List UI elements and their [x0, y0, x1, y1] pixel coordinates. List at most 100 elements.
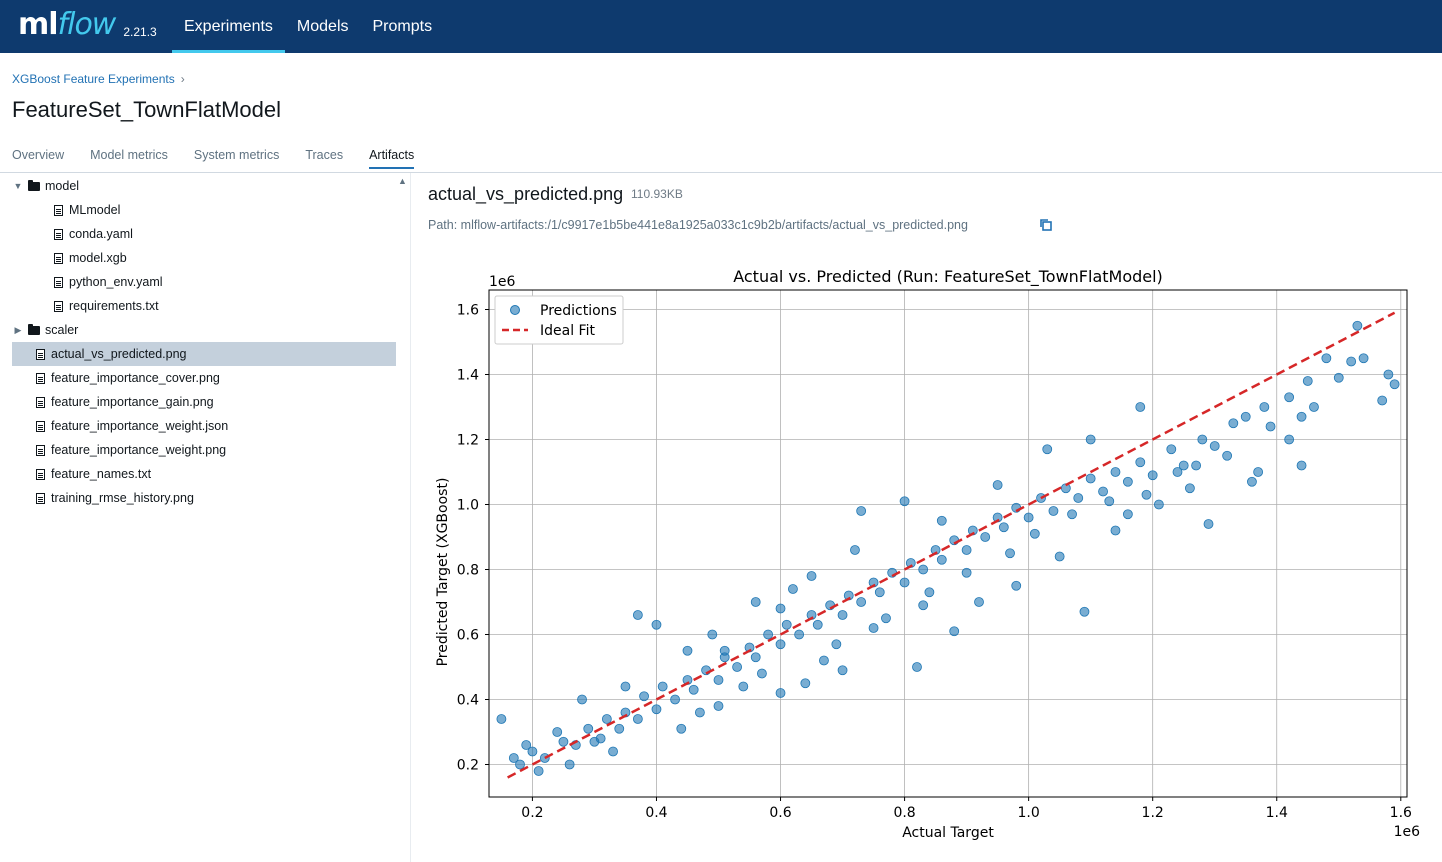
data-point	[639, 691, 649, 702]
tab-system-metrics[interactable]: System metrics	[193, 148, 280, 162]
data-point	[521, 740, 532, 750]
data-point	[1141, 489, 1152, 500]
data-point	[601, 714, 612, 724]
logo-flow-text: flow	[57, 7, 117, 42]
top-navbar: mlflow 2.21.3 Experiments Models Prompts	[0, 0, 1442, 53]
data-point	[527, 746, 538, 757]
image-file-icon	[36, 348, 45, 360]
code-file-icon	[54, 228, 63, 240]
tab-artifacts[interactable]: Artifacts	[369, 148, 415, 169]
tree-item-label: requirements.txt	[69, 299, 159, 313]
data-point	[1122, 509, 1133, 520]
data-point	[1023, 512, 1034, 523]
data-point	[1067, 509, 1077, 520]
data-point	[831, 639, 842, 650]
tree-item-label: model.xgb	[69, 251, 127, 265]
caret-down-icon[interactable]: ▼	[13, 181, 23, 191]
data-point	[1191, 460, 1202, 471]
tree-file-actual-vs-predicted[interactable]: actual_vs_predicted.png	[12, 342, 396, 366]
data-point	[775, 639, 786, 650]
data-point	[992, 480, 1003, 490]
tree-item-label: model	[45, 179, 80, 193]
data-point	[837, 665, 848, 676]
data-point	[1352, 320, 1363, 331]
y-tick-label: 0.2	[457, 758, 479, 774]
data-point	[1153, 499, 1164, 510]
data-point	[688, 684, 699, 695]
tree-file-python-env[interactable]: python_env.yaml	[12, 270, 396, 294]
tree-file-importance-cover[interactable]: feature_importance_cover.png	[12, 366, 396, 390]
data-point	[595, 733, 606, 744]
data-point	[632, 610, 643, 620]
tree-file-mlmodel[interactable]: MLmodel	[12, 198, 396, 222]
artifact-tree: ▼ model MLmodel conda.yaml model.xgb pyt…	[12, 174, 396, 510]
data-point	[1122, 476, 1133, 487]
tab-traces[interactable]: Traces	[305, 148, 344, 162]
data-point	[1309, 402, 1319, 412]
nav-models[interactable]: Models	[296, 18, 349, 35]
data-point	[1029, 528, 1040, 539]
tree-item-label: conda.yaml	[69, 227, 133, 241]
tab-model-metrics[interactable]: Model metrics	[90, 148, 168, 162]
tab-overview[interactable]: Overview	[12, 148, 65, 162]
data-point	[1135, 402, 1146, 412]
data-point	[850, 545, 860, 555]
data-point	[558, 736, 569, 747]
data-point	[1222, 450, 1233, 461]
image-file-icon	[36, 444, 45, 456]
data-point	[1172, 467, 1183, 477]
y-tick-label: 1.4	[457, 368, 479, 384]
y-tick-label: 0.8	[457, 563, 479, 579]
data-point	[812, 619, 823, 630]
image-file-icon	[36, 396, 45, 408]
data-point	[750, 597, 761, 607]
data-point	[1265, 421, 1276, 432]
tree-file-importance-weight-json[interactable]: feature_importance_weight.json	[12, 414, 396, 438]
tree-file-requirements[interactable]: requirements.txt	[12, 294, 396, 318]
chart-grid	[489, 290, 1407, 797]
artifact-path: Path: mlflow-artifacts:/1/c9917e1b5be441…	[428, 218, 968, 232]
data-point	[1321, 353, 1332, 364]
tree-file-model-xgb[interactable]: model.xgb	[12, 246, 396, 270]
tree-file-feature-names[interactable]: feature_names.txt	[12, 462, 396, 486]
tree-file-conda-yaml[interactable]: conda.yaml	[12, 222, 396, 246]
tree-file-training-rmse[interactable]: training_rmse_history.png	[12, 486, 396, 510]
file-icon	[54, 204, 63, 216]
data-point	[651, 704, 662, 715]
tree-item-label: feature_importance_weight.png	[51, 443, 227, 457]
artifact-name: actual_vs_predicted.png	[428, 184, 624, 204]
data-point	[1085, 473, 1096, 484]
panel-divider[interactable]	[410, 173, 411, 862]
y-tick-label: 1.2	[457, 433, 479, 449]
scroll-up-arrow-icon[interactable]: ▲	[398, 176, 407, 186]
tree-file-importance-gain[interactable]: feature_importance_gain.png	[12, 390, 396, 414]
legend-predictions-label: Predictions	[540, 303, 617, 319]
data-point	[1209, 441, 1220, 451]
legend-ideal-label: Ideal Fit	[540, 323, 595, 339]
data-point	[713, 701, 724, 711]
data-point	[750, 652, 761, 663]
tree-folder-scaler[interactable]: ▶ scaler	[12, 318, 396, 342]
mlflow-logo[interactable]: mlflow 2.21.3	[18, 3, 157, 47]
data-point	[949, 626, 960, 637]
data-point	[651, 619, 662, 630]
nav-prompts[interactable]: Prompts	[372, 18, 433, 35]
data-point	[961, 567, 972, 578]
data-point	[1228, 418, 1239, 429]
data-point	[924, 587, 935, 598]
data-point	[1104, 496, 1115, 507]
data-point	[1147, 470, 1158, 481]
legend-predictions-marker	[510, 305, 520, 315]
breadcrumb-experiment-link[interactable]: XGBoost Feature Experiments	[12, 72, 175, 86]
data-point	[1110, 525, 1121, 536]
copy-icon[interactable]	[1039, 218, 1053, 232]
tree-file-importance-weight-png[interactable]: feature_importance_weight.png	[12, 438, 396, 462]
nav-experiments[interactable]: Experiments	[172, 0, 285, 53]
data-point	[1048, 506, 1059, 516]
tree-folder-model[interactable]: ▼ model	[12, 174, 396, 198]
data-point	[918, 564, 929, 575]
data-point	[1247, 476, 1257, 487]
tree-item-label: MLmodel	[69, 203, 121, 217]
plot-frame	[488, 289, 1408, 798]
caret-right-icon[interactable]: ▶	[14, 324, 22, 335]
